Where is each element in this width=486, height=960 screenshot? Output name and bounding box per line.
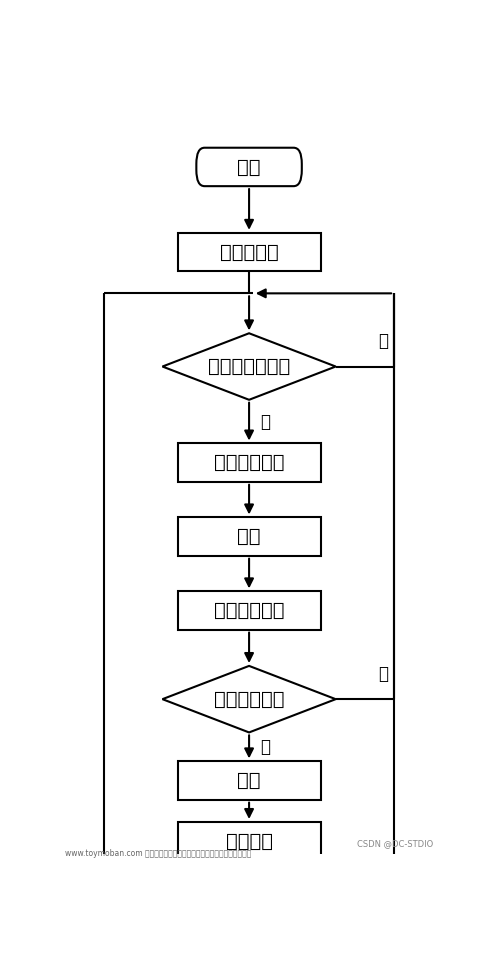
- Bar: [177, 232, 321, 271]
- Bar: [177, 591, 321, 630]
- Text: 是否有人扔垃圾: 是否有人扔垃圾: [208, 357, 290, 376]
- Text: 延时: 延时: [237, 771, 261, 790]
- Polygon shape: [162, 666, 336, 732]
- Text: 否: 否: [378, 665, 388, 683]
- Text: 开始: 开始: [237, 157, 261, 177]
- Text: 延时: 延时: [237, 527, 261, 546]
- Bar: [177, 444, 321, 482]
- Text: 系统初始化: 系统初始化: [220, 243, 278, 261]
- Bar: [177, 517, 321, 556]
- Text: 垃圾箱盖打开: 垃圾箱盖打开: [214, 453, 284, 472]
- Text: CSDN @DC-STDIO: CSDN @DC-STDIO: [357, 839, 434, 849]
- Text: 是: 是: [260, 738, 270, 756]
- Polygon shape: [162, 333, 336, 399]
- Text: 垃圾是否装满: 垃圾是否装满: [214, 689, 284, 708]
- Bar: [177, 822, 321, 860]
- Text: 是: 是: [260, 413, 270, 431]
- Text: 否: 否: [378, 332, 388, 350]
- FancyBboxPatch shape: [196, 148, 302, 186]
- Text: 语音报警: 语音报警: [226, 831, 273, 851]
- Bar: [177, 761, 321, 800]
- Text: www.toymoban.com 网络图片仅供展示，非存储，如有侵权请联系删除。: www.toymoban.com 网络图片仅供展示，非存储，如有侵权请联系删除。: [65, 849, 251, 858]
- Text: 垃圾箱盖关闭: 垃圾箱盖关闭: [214, 601, 284, 620]
